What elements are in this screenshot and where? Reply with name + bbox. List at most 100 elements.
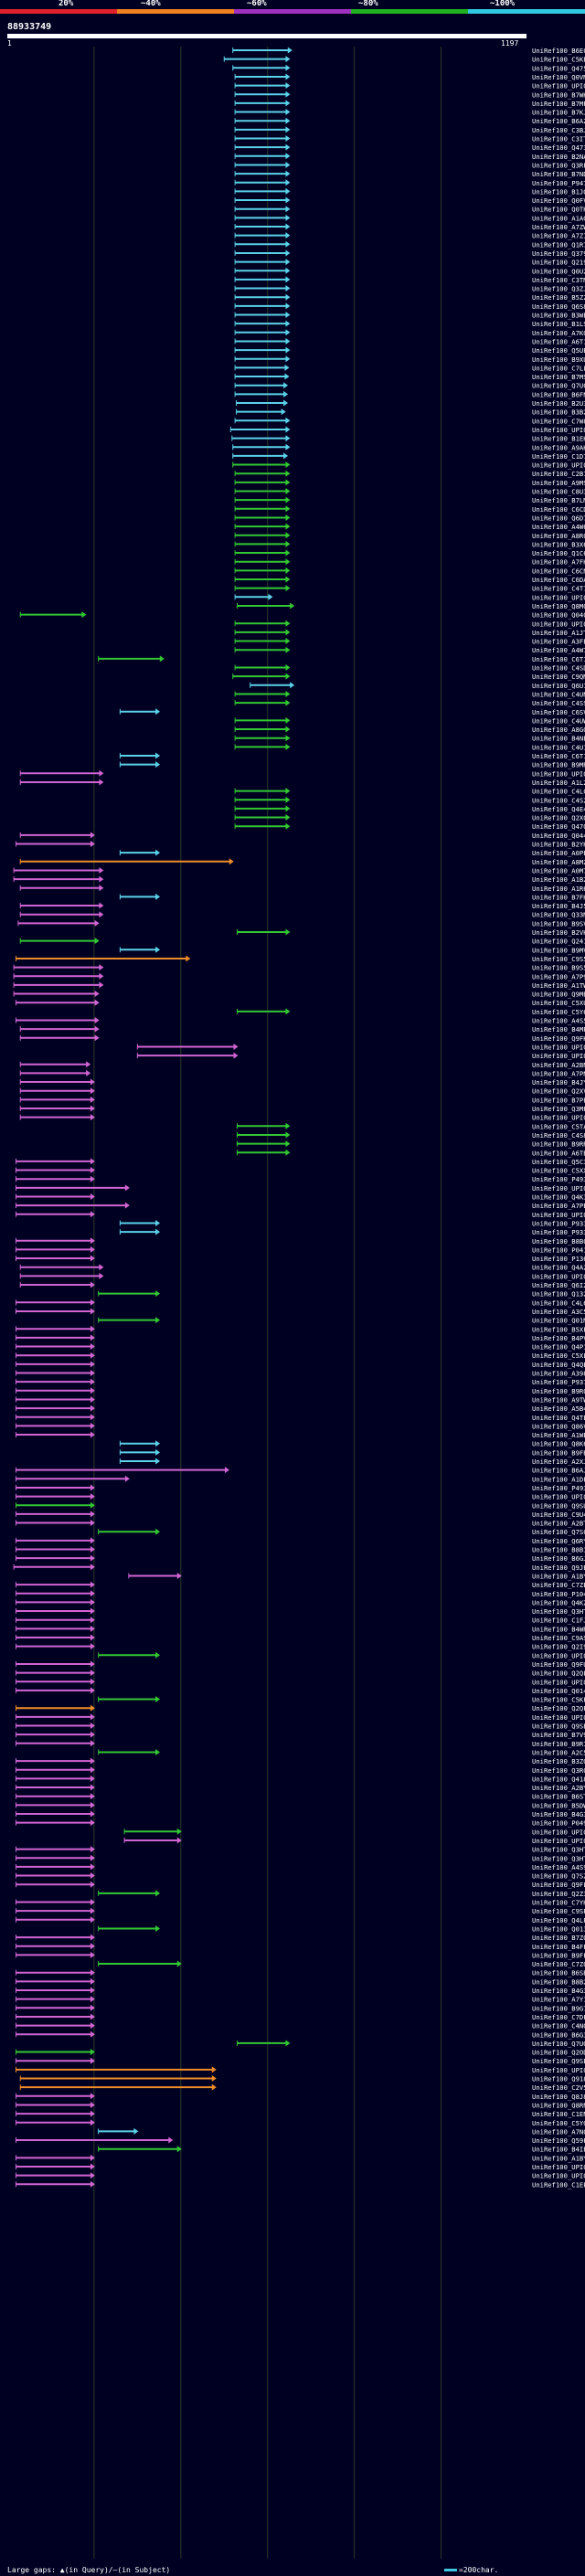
hit-id-link[interactable]: UniRef100_C5XL19 (532, 1352, 585, 1360)
hit-id-link[interactable]: UniRef100_A2C5L0 (532, 1748, 585, 1756)
hit-row[interactable]: UniRef100_A5B476 (15, 1405, 585, 1413)
hit-row[interactable]: UniRef100_A9AKB8 (232, 443, 585, 451)
hit-row[interactable]: UniRef100_B4WRK4 (15, 1625, 585, 1633)
hit-row[interactable]: UniRef100_Q01MB3 (98, 1317, 585, 1325)
hit-id-link[interactable]: UniRef100_A1L2E9 (532, 779, 585, 787)
hit-id-link[interactable]: UniRef100_A4W6A4 (532, 523, 585, 531)
hit-id-link[interactable]: UniRef100_B7NDX1 (532, 170, 585, 178)
hit-id-link[interactable]: UniRef100_B6SBI2 (532, 1969, 585, 1977)
hit-row[interactable]: UniRef100_A3C5B5 (15, 1308, 585, 1316)
hit-id-link[interactable]: UniRef100_C7ZEU0 (532, 1581, 585, 1589)
hit-id-link[interactable]: UniRef100_UPI000… (532, 1493, 585, 1501)
hit-id-link[interactable]: UniRef100_C3TMY5 (532, 276, 585, 284)
hit-id-link[interactable]: UniRef100_C5Y6K7 (532, 1008, 585, 1016)
hit-row[interactable]: UniRef100_B6SBI2 (15, 1969, 585, 1977)
hit-row[interactable]: UniRef100_B6FNW7 (234, 390, 585, 398)
hit-row[interactable]: UniRef100_C4LCJ5 (234, 788, 585, 796)
hit-id-link[interactable]: UniRef100_A1R633 (532, 885, 585, 893)
hit-row[interactable]: UniRef100_B2YKT9 (15, 841, 585, 849)
hit-id-link[interactable]: UniRef100_B9RQ33 (532, 1387, 585, 1395)
hit-id-link[interactable]: UniRef100_P49310 (532, 1175, 585, 1183)
hit-row[interactable]: UniRef100_Q47522 (232, 64, 585, 72)
hit-id-link[interactable]: UniRef100_B9SV17 (532, 919, 585, 928)
hit-id-link[interactable]: UniRef100_A1TWM4 (532, 981, 585, 990)
hit-id-link[interactable]: UniRef100_A7PES6 (532, 1202, 585, 1210)
hit-id-link[interactable]: UniRef100_UPI000… (532, 82, 585, 90)
hit-id-link[interactable]: UniRef100_Q41810 (532, 1775, 585, 1783)
hit-id-link[interactable]: UniRef100_C4LCJ5 (532, 788, 585, 796)
hit-row[interactable]: UniRef100_A1JTC4 (234, 629, 585, 637)
hit-id-link[interactable]: UniRef100_Q4K377 (532, 1193, 585, 1202)
hit-row[interactable]: UniRef100_Q9JE87 (13, 1564, 585, 1572)
hit-row[interactable]: UniRef100_UPI000… (15, 1184, 585, 1193)
hit-id-link[interactable]: UniRef100_UPI000… (532, 1043, 585, 1051)
hit-row[interactable]: UniRef100_Q21999 (234, 259, 585, 267)
hit-row[interactable]: UniRef100_Q2I9G31 (15, 1643, 585, 1651)
hit-id-link[interactable]: UniRef100_B7WK11 (532, 90, 585, 99)
hit-id-link[interactable]: UniRef100_Q014C1 (532, 1687, 585, 1695)
hit-id-link[interactable]: UniRef100_UPI000… (532, 2163, 585, 2171)
hit-id-link[interactable]: UniRef100_P49311 (532, 1484, 585, 1492)
hit-id-link[interactable]: UniRef100_B9G7N3 (532, 2004, 585, 2012)
hit-id-link[interactable]: UniRef100_P10496 (532, 1590, 585, 1598)
hit-id-link[interactable]: UniRef100_Q9FLQ7 (532, 1881, 585, 1889)
hit-row[interactable]: UniRef100_C5XXC4 (15, 1167, 585, 1175)
hit-id-link[interactable]: UniRef100_A9AKB8 (532, 443, 585, 451)
hit-row[interactable]: UniRef100_A1BYH9 (128, 1572, 585, 1580)
hit-id-link[interactable]: UniRef100_C1D7F7 (532, 452, 585, 461)
hit-row[interactable]: UniRef100_Q9SE21 (15, 2057, 585, 2065)
hit-id-link[interactable]: UniRef100_B7ZOF0 (532, 1934, 585, 1942)
hit-row[interactable]: UniRef100_C5KF78 (98, 1696, 585, 1704)
hit-id-link[interactable]: UniRef100_C7YH98 (532, 1899, 585, 1907)
hit-row[interactable]: UniRef100_C4T763 (234, 585, 585, 593)
hit-row[interactable]: UniRef100_B5ZZP7 (234, 293, 585, 302)
hit-id-link[interactable]: UniRef100_Q9SE29 (532, 1723, 585, 1731)
hit-row[interactable]: UniRef100_A2BY81 (15, 1784, 585, 1792)
hit-id-link[interactable]: UniRef100_C5XUK0 (532, 999, 585, 1007)
hit-row[interactable]: UniRef100_B1JOT5 (234, 187, 585, 196)
hit-row[interactable]: UniRef100_C6SV56 (119, 708, 585, 716)
hit-id-link[interactable]: UniRef100_C4L6D2 (532, 1299, 585, 1307)
hit-row[interactable]: UniRef100_Q3ZJB6 (234, 285, 585, 293)
hit-id-link[interactable]: UniRef100_Q013E1 (532, 1924, 585, 1933)
hit-id-link[interactable]: UniRef100_B7FH05 (532, 893, 585, 901)
hit-id-link[interactable]: UniRef100_B4IE36 (532, 2146, 585, 2154)
hit-row[interactable]: UniRef100_A8R0J8 (234, 532, 585, 540)
hit-row[interactable]: UniRef100_Q04070 (19, 611, 585, 620)
hit-id-link[interactable]: UniRef100_Q59F35 (532, 2136, 585, 2145)
hit-row[interactable]: UniRef100_Q4QE73 (15, 1361, 585, 1369)
hit-id-link[interactable]: UniRef100_Q47Q77 (532, 822, 585, 831)
hit-id-link[interactable]: UniRef100_A7FH78 (532, 558, 585, 567)
hit-id-link[interactable]: UniRef100_Q3HTK6 (532, 1846, 585, 1854)
hit-row[interactable]: UniRef100_B6STK5 (15, 1793, 585, 1801)
hit-id-link[interactable]: UniRef100_Q4TES1 (532, 1414, 585, 1422)
hit-id-link[interactable]: UniRef100_Q1C6T8 (532, 549, 585, 557)
hit-row[interactable]: UniRef100_A1L2E9 (19, 779, 585, 787)
hit-id-link[interactable]: UniRef100_B4PVN3 (532, 1334, 585, 1342)
hit-id-link[interactable]: UniRef100_B3WEI1 (532, 312, 585, 320)
hit-row[interactable]: UniRef100_C9S524 (15, 955, 585, 963)
hit-row[interactable]: UniRef100_Q4A2B5 (19, 1264, 585, 1272)
hit-row[interactable]: UniRef100_C6DA19 (234, 576, 585, 584)
hit-id-link[interactable]: UniRef100_C9U4Y2 (532, 1511, 585, 1519)
hit-id-link[interactable]: UniRef100_C4NQ83 (532, 2022, 585, 2030)
hit-row[interactable]: UniRef100_UPI000… (234, 620, 585, 628)
hit-id-link[interactable]: UniRef100_C4S2Y5 (532, 796, 585, 804)
hit-id-link[interactable]: UniRef100_B7KJZ1 (532, 109, 585, 117)
hit-id-link[interactable]: UniRef100_C2V559 (532, 2083, 585, 2092)
hit-row[interactable]: UniRef100_C4S2Y5 (234, 796, 585, 804)
hit-row[interactable]: UniRef100_Q3HTK2 (15, 1607, 585, 1616)
hit-row[interactable]: UniRef100_C6T123 (98, 655, 585, 663)
hit-row[interactable]: UniRef100_UPI000… (229, 426, 585, 434)
hit-id-link[interactable]: UniRef100_UPI000… (532, 1114, 585, 1122)
hit-id-link[interactable]: UniRef100_B2U3M5 (532, 399, 585, 408)
hit-row[interactable]: UniRef100_C7W8M0 (234, 417, 585, 425)
hit-id-link[interactable]: UniRef100_P93381 (532, 1228, 585, 1236)
hit-id-link[interactable]: UniRef100_B9RI43 (532, 1740, 585, 1748)
hit-id-link[interactable]: UniRef100_C9ASL5 (532, 1634, 585, 1642)
hit-row[interactable]: UniRef100_B9RR01 (236, 1140, 585, 1149)
hit-id-link[interactable]: UniRef100_Q1R7T8 (532, 240, 585, 249)
hit-row[interactable]: UniRef100_B9RQ33 (15, 1387, 585, 1395)
hit-row[interactable]: UniRef100_UPI000… (15, 2172, 585, 2180)
hit-id-link[interactable]: UniRef100_B4MPC8 (532, 1025, 585, 1034)
